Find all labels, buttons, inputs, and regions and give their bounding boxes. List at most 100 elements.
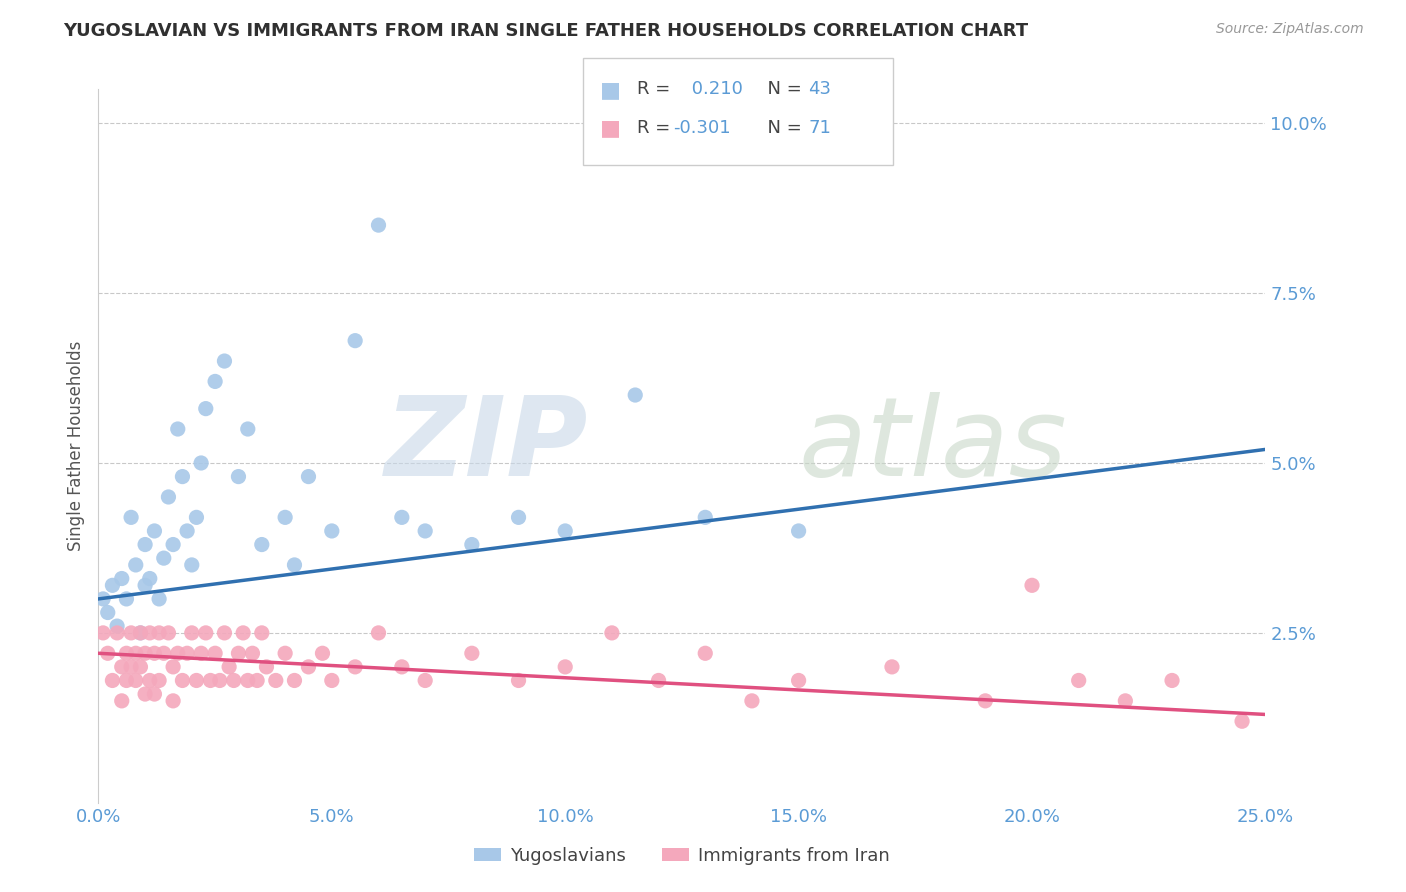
Point xyxy=(297,469,319,483)
Point xyxy=(194,401,217,416)
Point xyxy=(321,673,343,688)
Point xyxy=(115,591,138,606)
Point xyxy=(1230,714,1253,729)
Point xyxy=(139,673,162,688)
Point xyxy=(91,626,114,640)
Point xyxy=(97,606,120,620)
Point xyxy=(180,626,202,640)
Point xyxy=(624,388,647,402)
Point xyxy=(172,469,194,483)
Point xyxy=(120,510,142,524)
Point xyxy=(508,510,530,524)
Point xyxy=(264,673,287,688)
Y-axis label: Single Father Households: Single Father Households xyxy=(66,341,84,551)
Point xyxy=(129,626,152,640)
Text: 43: 43 xyxy=(808,80,831,98)
Point xyxy=(143,687,166,701)
Text: YUGOSLAVIAN VS IMMIGRANTS FROM IRAN SINGLE FATHER HOUSEHOLDS CORRELATION CHART: YUGOSLAVIAN VS IMMIGRANTS FROM IRAN SING… xyxy=(63,22,1028,40)
Point xyxy=(162,537,184,551)
Point xyxy=(134,578,156,592)
Point xyxy=(139,626,162,640)
Point xyxy=(200,673,222,688)
Point xyxy=(600,626,623,640)
Point xyxy=(172,673,194,688)
Point xyxy=(134,537,156,551)
Point xyxy=(228,646,250,660)
Point xyxy=(228,469,250,483)
Point xyxy=(250,626,273,640)
Point xyxy=(250,537,273,551)
Point xyxy=(1161,673,1184,688)
Point xyxy=(157,490,180,504)
Text: 71: 71 xyxy=(808,119,831,136)
Point xyxy=(166,422,188,436)
Point xyxy=(787,524,810,538)
Point xyxy=(274,646,297,660)
Point xyxy=(148,626,170,640)
Point xyxy=(194,626,217,640)
Point xyxy=(143,646,166,660)
Point xyxy=(236,422,259,436)
Point xyxy=(367,626,389,640)
Point xyxy=(554,524,576,538)
Point xyxy=(208,673,231,688)
Point xyxy=(125,646,148,660)
Text: ■: ■ xyxy=(600,80,621,100)
Point xyxy=(391,510,413,524)
Text: R =: R = xyxy=(637,119,676,136)
Point xyxy=(115,673,138,688)
Point xyxy=(695,510,717,524)
Point xyxy=(274,510,297,524)
Point xyxy=(1021,578,1043,592)
Point xyxy=(741,694,763,708)
Point xyxy=(176,646,198,660)
Legend: Yugoslavians, Immigrants from Iran: Yugoslavians, Immigrants from Iran xyxy=(467,840,897,872)
Point xyxy=(461,646,484,660)
Point xyxy=(214,354,236,368)
Point xyxy=(134,646,156,660)
Point xyxy=(115,646,138,660)
Point xyxy=(162,694,184,708)
Point xyxy=(105,619,128,633)
Point xyxy=(91,591,114,606)
Point xyxy=(105,626,128,640)
Point xyxy=(120,626,142,640)
Point xyxy=(143,524,166,538)
Point xyxy=(120,660,142,674)
Point xyxy=(1067,673,1090,688)
Text: 0.210: 0.210 xyxy=(686,80,742,98)
Point xyxy=(367,218,389,232)
Point xyxy=(344,334,367,348)
Point xyxy=(111,572,134,586)
Point xyxy=(190,456,212,470)
Point xyxy=(232,626,254,640)
Text: N =: N = xyxy=(756,119,808,136)
Point xyxy=(236,673,259,688)
Point xyxy=(186,510,208,524)
Point xyxy=(101,673,124,688)
Point xyxy=(129,660,152,674)
Point xyxy=(111,694,134,708)
Point xyxy=(176,524,198,538)
Point xyxy=(139,572,162,586)
Text: -0.301: -0.301 xyxy=(673,119,731,136)
Point xyxy=(152,646,174,660)
Point xyxy=(297,660,319,674)
Point xyxy=(222,673,245,688)
Point xyxy=(554,660,576,674)
Point xyxy=(204,375,226,389)
Text: atlas: atlas xyxy=(799,392,1067,500)
Point xyxy=(242,646,264,660)
Point xyxy=(391,660,413,674)
Point xyxy=(508,673,530,688)
Point xyxy=(413,673,436,688)
Point xyxy=(101,578,124,592)
Text: Source: ZipAtlas.com: Source: ZipAtlas.com xyxy=(1216,22,1364,37)
Point xyxy=(413,524,436,538)
Point xyxy=(283,673,305,688)
Point xyxy=(162,660,184,674)
Point xyxy=(190,646,212,660)
Point xyxy=(152,551,174,566)
Point xyxy=(214,626,236,640)
Point xyxy=(166,646,188,660)
